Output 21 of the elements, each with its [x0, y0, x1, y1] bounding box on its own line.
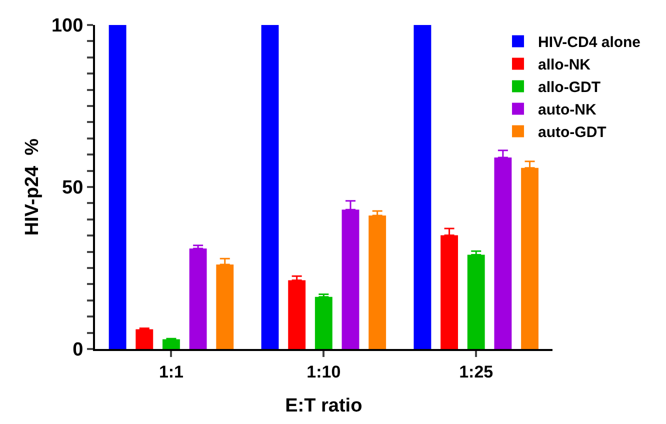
bar	[314, 296, 332, 349]
legend-label: auto-GDT	[538, 124, 606, 142]
x-axis-title: E:T ratio	[285, 396, 362, 417]
x-tick-label: 1:25	[459, 362, 494, 382]
x-tick-label: 1:10	[306, 362, 341, 382]
legend-label: allo-NK	[538, 56, 591, 74]
bar	[136, 329, 154, 349]
bar	[189, 248, 207, 349]
y-tick-label: 100	[51, 16, 84, 37]
x-tick-label: 1:1	[158, 362, 184, 382]
legend-label: HIV-CD4 alone	[538, 34, 641, 52]
y-tick-label: 0	[72, 340, 84, 361]
legend-label: auto-NK	[538, 102, 596, 119]
bar	[467, 254, 485, 349]
y-axis-title: HIV-p24 %	[22, 138, 43, 236]
bar	[108, 25, 126, 349]
y-tick-label: 50	[62, 178, 84, 199]
bar	[261, 25, 279, 349]
bar	[162, 339, 180, 349]
legend-label: allo-GDT	[538, 79, 600, 96]
bar	[414, 25, 432, 349]
